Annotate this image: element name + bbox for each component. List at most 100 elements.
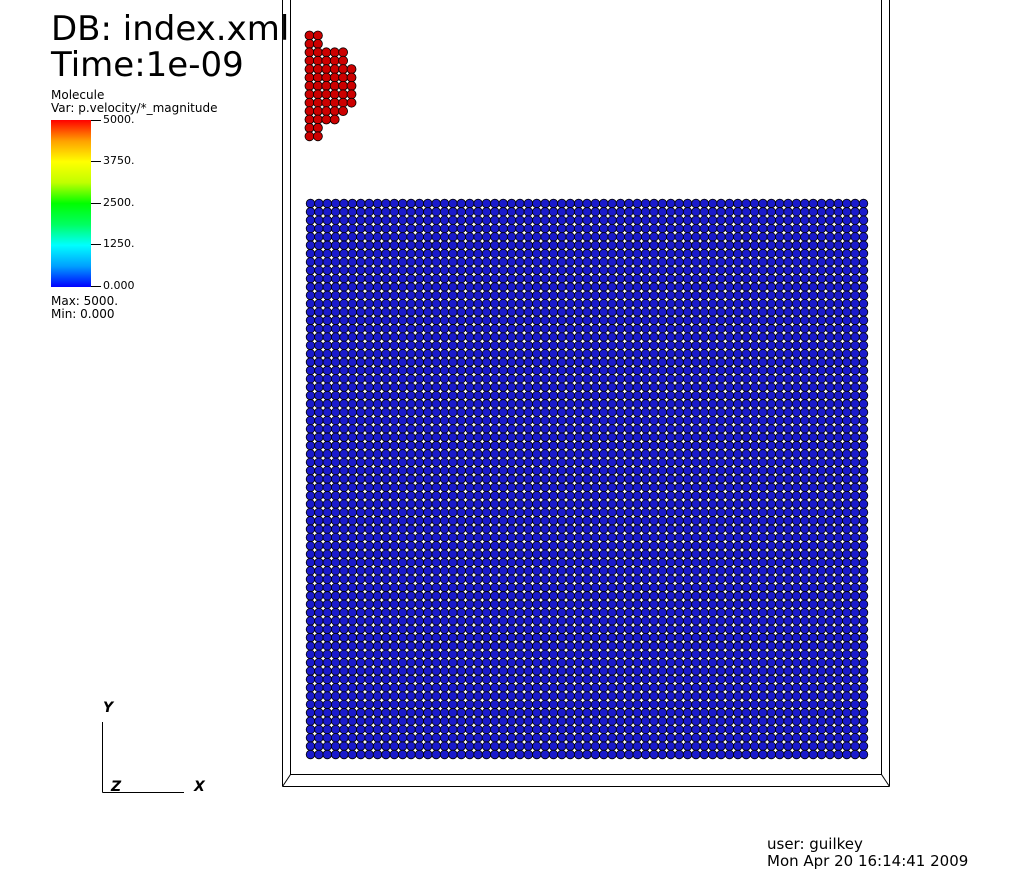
slow-particle (691, 349, 701, 359)
slow-particle (707, 574, 718, 584)
slow-particle (481, 349, 492, 359)
slow-particle (406, 365, 416, 376)
slow-particle (724, 298, 735, 309)
fast-particle (338, 72, 349, 83)
slow-particle (724, 708, 735, 718)
slow-particle (423, 315, 433, 326)
slow-particle (465, 207, 475, 217)
slow-particle (657, 599, 668, 609)
slow-particle (858, 516, 869, 526)
slow-particle (858, 399, 869, 409)
slow-particle (356, 365, 366, 376)
slow-particle (389, 257, 399, 267)
slow-particle (590, 708, 601, 718)
slow-particle (364, 223, 374, 234)
slow-particle (406, 582, 416, 593)
slow-particle (741, 749, 751, 760)
slow-particle (397, 741, 408, 751)
slow-particle (431, 708, 441, 718)
slow-particle (339, 457, 349, 468)
slow-particle (339, 382, 349, 392)
slow-particle (640, 741, 651, 751)
slow-particle (439, 332, 450, 342)
slow-particle (758, 574, 768, 584)
slow-particle (842, 240, 852, 250)
slow-particle (481, 223, 492, 234)
slow-particle (707, 365, 718, 376)
slow-particle (490, 424, 500, 434)
slow-particle (657, 340, 668, 351)
slow-particle (599, 232, 609, 242)
slow-particle (406, 374, 416, 384)
slow-particle (850, 223, 860, 234)
slow-particle (615, 424, 626, 434)
slow-particle (842, 582, 852, 593)
slow-particle (557, 474, 567, 484)
slow-particle (607, 465, 617, 476)
slow-particle (716, 632, 726, 643)
slow-particle (532, 733, 542, 743)
slow-particle (456, 532, 467, 543)
slow-particle (573, 641, 584, 651)
slow-particle (842, 641, 852, 651)
slow-particle (800, 399, 810, 409)
slow-particle (431, 641, 441, 651)
slow-particle (532, 632, 542, 643)
slow-particle (356, 674, 366, 685)
slow-particle (397, 390, 408, 401)
slow-particle (850, 415, 860, 426)
slow-particle (691, 424, 701, 434)
slow-particle (456, 474, 467, 484)
slow-particle (473, 449, 483, 459)
slow-particle (305, 516, 316, 526)
slow-particle (640, 641, 651, 651)
slow-particle (506, 207, 517, 217)
slow-particle (389, 532, 399, 543)
fast-particle (304, 123, 315, 133)
slow-particle (682, 407, 693, 417)
slow-particle (800, 248, 810, 259)
slow-particle (548, 374, 559, 384)
slow-particle (850, 407, 860, 417)
slow-particle (582, 382, 592, 392)
axis-z-label: Z (111, 779, 122, 795)
slow-particle (532, 465, 542, 476)
slow-particle (833, 491, 844, 501)
slow-particle (565, 232, 575, 242)
slow-particle (389, 649, 399, 660)
slow-particle (565, 273, 575, 284)
slow-particle (490, 432, 500, 442)
slow-particle (389, 432, 399, 442)
slow-particle (523, 248, 534, 259)
slow-particle (540, 733, 550, 743)
slow-particle (322, 666, 332, 676)
slow-particle (599, 516, 609, 526)
slow-particle (515, 465, 525, 476)
slow-particle (749, 557, 760, 568)
slow-particle (632, 641, 642, 651)
slow-particle (423, 699, 433, 710)
slow-particle (364, 666, 374, 676)
fast-particle (321, 55, 332, 66)
slow-particle (532, 674, 542, 685)
slow-particle (691, 749, 701, 760)
slow-particle (850, 482, 860, 493)
slow-particle (557, 465, 567, 476)
slow-particle (749, 282, 760, 292)
slow-particle (347, 390, 358, 401)
slow-particle (439, 641, 450, 651)
slow-particle (490, 666, 500, 676)
slow-particle (339, 708, 349, 718)
slow-particle (582, 257, 592, 267)
slow-particle (842, 691, 852, 701)
slow-particle (498, 207, 508, 217)
slow-particle (456, 632, 467, 643)
slow-particle (389, 708, 399, 718)
slow-particle (330, 532, 341, 543)
slow-particle (381, 607, 391, 618)
slow-particle (372, 624, 383, 634)
slow-particle (791, 516, 802, 526)
slow-particle (733, 566, 743, 576)
slow-particle (532, 532, 542, 543)
